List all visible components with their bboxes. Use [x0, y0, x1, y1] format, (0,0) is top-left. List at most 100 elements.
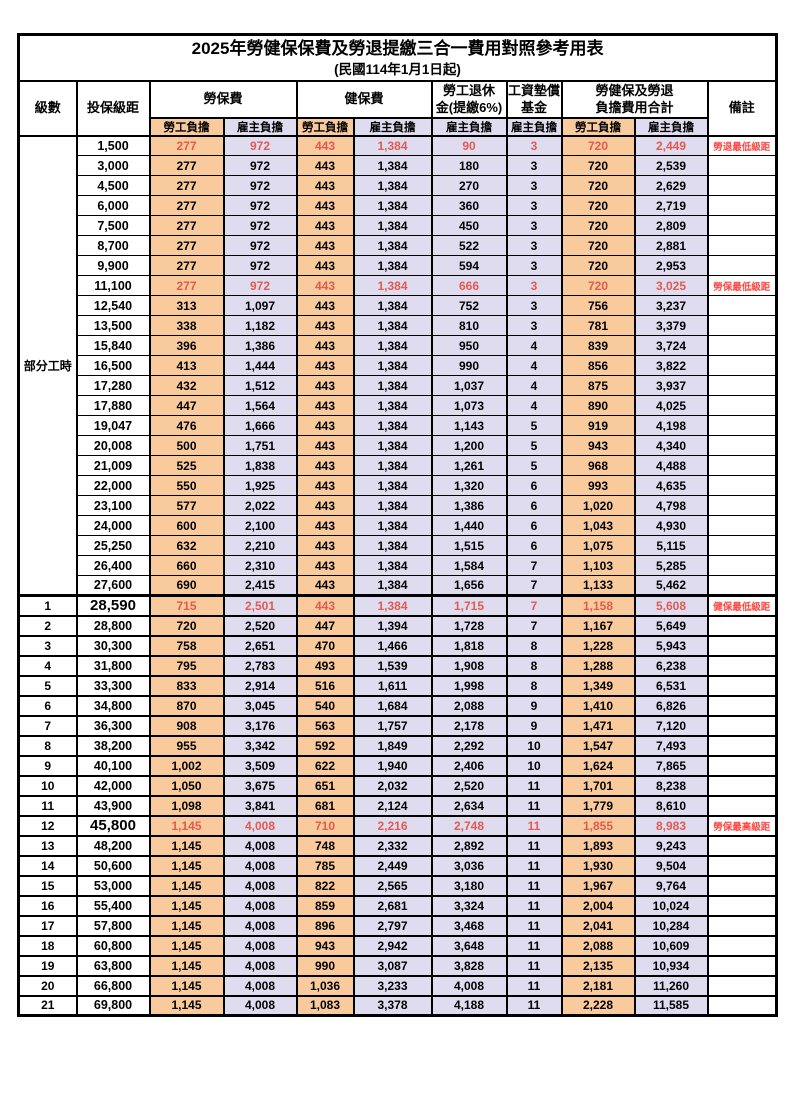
- bracket-cell: 30,300: [75, 634, 151, 657]
- bracket-cell: 25,250: [75, 535, 151, 557]
- value-cell: 1,037: [430, 375, 508, 397]
- value-cell: 2,953: [633, 255, 709, 277]
- table-row: 4,500 277 972 443 1,384 270 3 720 2,629: [19, 175, 778, 197]
- value-cell: 1,261: [430, 455, 508, 477]
- table-row: 16 55,400 1,145 4,008 859 2,681 3,324 11 2,004 10…: [17, 894, 778, 917]
- level-cell: 20: [17, 974, 78, 997]
- value-cell: 90: [430, 135, 508, 157]
- header-sub-row: 勞工負擔 雇主負擔 勞工負擔 雇主負擔 雇主負擔 雇主負擔 勞工負擔 雇主負擔: [19, 116, 777, 137]
- value-cell: 2,124: [352, 794, 433, 817]
- remark-cell: [706, 934, 778, 957]
- bracket-cell: 53,000: [75, 874, 151, 897]
- bracket-cell: 15,840: [75, 335, 151, 357]
- value-cell: 1,075: [560, 535, 636, 557]
- value-cell: 443: [295, 575, 355, 597]
- value-cell: 277: [148, 155, 225, 177]
- value-cell: 748: [295, 834, 355, 857]
- remark-cell: [706, 634, 778, 657]
- value-cell: 2,181: [560, 974, 636, 997]
- value-cell: 443: [295, 555, 355, 577]
- value-cell: 525: [148, 455, 225, 477]
- table-row: 19 63,800 1,145 4,008 990 3,087 3,828 11 2,135 10…: [17, 954, 778, 977]
- value-cell: 1,182: [222, 315, 298, 337]
- value-cell: 493: [295, 654, 355, 677]
- header-total: 勞健保及勞退 負擔費用合計: [560, 79, 709, 119]
- value-cell: 277: [148, 235, 225, 257]
- value-cell: 2,634: [430, 794, 508, 817]
- value-cell: 277: [148, 175, 225, 197]
- value-cell: 7: [505, 575, 563, 597]
- page-title: 2025年勞健保保費及勞退提繳三合一費用對照參考用表: [191, 39, 604, 59]
- value-cell: 1,320: [430, 475, 508, 497]
- value-cell: 516: [295, 674, 355, 697]
- value-cell: 4,008: [222, 874, 298, 897]
- value-cell: 781: [560, 315, 636, 337]
- value-cell: 443: [295, 435, 355, 457]
- value-cell: 1,036: [295, 974, 355, 997]
- value-cell: 3: [505, 175, 563, 197]
- remark-cell: [706, 315, 778, 337]
- bracket-cell: 17,280: [75, 375, 151, 397]
- value-cell: 1,384: [352, 475, 433, 497]
- value-cell: 1,043: [560, 515, 636, 537]
- value-cell: 470: [295, 634, 355, 657]
- value-cell: 443: [295, 335, 355, 357]
- bracket-cell: 21,009: [75, 455, 151, 477]
- table-row: 2 28,800 720 2,520 447 1,394 1,728 7 1,167 5,649: [17, 614, 778, 637]
- value-cell: 1,515: [430, 535, 508, 557]
- value-cell: 11: [505, 854, 563, 877]
- value-cell: 4,008: [222, 894, 298, 917]
- value-cell: 1,512: [222, 375, 298, 397]
- value-cell: 1,444: [222, 355, 298, 377]
- value-cell: 1,564: [222, 395, 298, 417]
- value-cell: 563: [295, 714, 355, 737]
- value-cell: 270: [430, 175, 508, 197]
- level-cell: 16: [17, 894, 78, 917]
- bracket-cell: 13,500: [75, 315, 151, 337]
- value-cell: 3,822: [633, 355, 709, 377]
- value-cell: 3,828: [430, 954, 508, 977]
- value-cell: 1,384: [352, 195, 433, 217]
- value-cell: 720: [560, 235, 636, 257]
- value-cell: 5: [505, 455, 563, 477]
- level-cell: 13: [17, 834, 78, 857]
- remark-cell: [706, 455, 778, 477]
- value-cell: 1,384: [352, 235, 433, 257]
- value-cell: 622: [295, 754, 355, 777]
- table-row: 16,500 413 1,444 443 1,384 990 4 856 3,822: [19, 355, 778, 377]
- value-cell: 5,462: [633, 575, 709, 597]
- bracket-cell: 60,800: [75, 934, 151, 957]
- level-cell: 19: [17, 954, 78, 977]
- value-cell: 443: [295, 155, 355, 177]
- remark-cell: [706, 854, 778, 877]
- value-cell: 950: [430, 335, 508, 357]
- value-cell: 1,384: [352, 175, 433, 197]
- value-cell: 443: [295, 415, 355, 437]
- level-cell: 4: [17, 654, 78, 677]
- value-cell: 5: [505, 435, 563, 457]
- value-cell: 3,648: [430, 934, 508, 957]
- value-cell: 4,340: [633, 435, 709, 457]
- table-row: 18 60,800 1,145 4,008 943 2,942 3,648 11 2,088 10…: [17, 934, 778, 957]
- value-cell: 2,565: [352, 874, 433, 897]
- value-cell: 11: [505, 954, 563, 977]
- table-title-cell: 2025年勞健保保費及勞退提繳三合一費用對照參考用表 (民國114年1月1日起): [17, 33, 778, 82]
- header-wage-fund-line2: 基金: [520, 100, 547, 116]
- bracket-cell: 1,500: [75, 135, 151, 157]
- remark-cell: [706, 754, 778, 777]
- table-row: 25,250 632 2,210 443 1,384 1,515 6 1,075 5,115: [19, 535, 778, 557]
- value-cell: 4,008: [222, 834, 298, 857]
- value-cell: 3,045: [222, 694, 298, 717]
- value-cell: 1,050: [148, 774, 225, 797]
- value-cell: 4,008: [222, 954, 298, 977]
- value-cell: 1,097: [222, 295, 298, 317]
- header-labor-insurance: 勞保費: [148, 79, 298, 119]
- value-cell: 3,342: [222, 734, 298, 757]
- value-cell: 3,937: [633, 375, 709, 397]
- value-cell: 338: [148, 315, 225, 337]
- value-cell: 443: [295, 235, 355, 257]
- value-cell: 681: [295, 794, 355, 817]
- value-cell: 443: [295, 594, 355, 617]
- value-cell: 859: [295, 894, 355, 917]
- value-cell: 4,025: [633, 395, 709, 417]
